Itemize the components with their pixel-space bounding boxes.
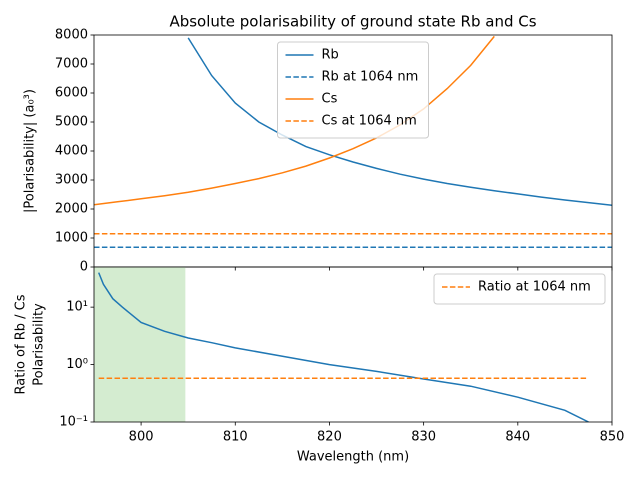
- y-tick-label: 10⁻¹: [59, 415, 88, 430]
- series-line: [187, 37, 612, 206]
- y-tick-label: 5000: [55, 115, 88, 130]
- y-axis-label: Ratio of Rb / Cs: [14, 294, 29, 394]
- x-tick-label: 800: [129, 430, 154, 445]
- chart-title: Absolute polarisability of ground state …: [169, 13, 536, 31]
- legend-label: Cs at 1064 nm: [322, 114, 417, 129]
- y-tick-label: 2000: [55, 202, 88, 217]
- legend-label: Cs: [322, 92, 338, 107]
- legend-label: Rb at 1064 nm: [322, 70, 419, 85]
- y-tick-label: 10⁰: [66, 357, 88, 372]
- legend-label: Ratio at 1064 nm: [478, 280, 591, 295]
- y-tick-label: 6000: [55, 86, 88, 101]
- y-tick-label: 10¹: [66, 300, 88, 315]
- legend-box: [433, 273, 606, 305]
- y-tick-label: 3000: [55, 173, 88, 188]
- legend-box: [277, 41, 429, 139]
- y-tick-label: 7000: [55, 57, 88, 72]
- x-tick-label: 830: [411, 430, 436, 445]
- legend-label: Rb: [322, 48, 339, 63]
- x-tick-label: 810: [223, 430, 248, 445]
- y-tick-label: 4000: [55, 144, 88, 159]
- plot-area: [98, 272, 589, 422]
- x-tick-label: 850: [600, 430, 625, 445]
- y-tick-label: 8000: [55, 28, 88, 43]
- y-axis-label: Polarisability: [32, 303, 47, 386]
- y-tick-label: 0: [80, 260, 88, 275]
- y-tick-label: 1000: [55, 231, 88, 246]
- x-tick-label: 820: [317, 430, 342, 445]
- x-tick-label: 840: [505, 430, 530, 445]
- series-line: [98, 272, 589, 422]
- y-axis-label: |Polarisability| (a₀³): [23, 89, 38, 213]
- axes-frame: [93, 266, 613, 423]
- x-axis-label: Wavelength (nm): [297, 450, 409, 465]
